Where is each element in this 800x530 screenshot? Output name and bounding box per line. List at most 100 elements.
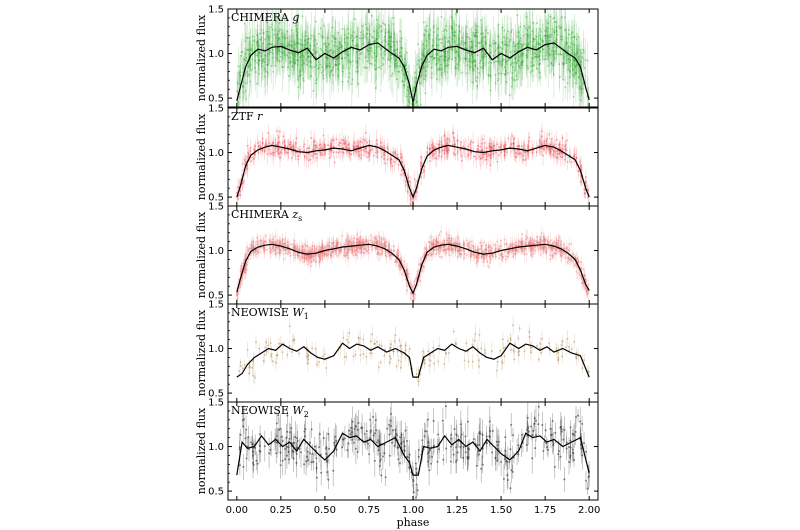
data-point [443, 36, 446, 39]
data-point [446, 148, 449, 151]
data-point [269, 51, 272, 54]
data-point [521, 240, 524, 243]
data-point [428, 148, 431, 151]
data-point [404, 64, 407, 67]
data-point [335, 151, 338, 154]
data-point [559, 38, 562, 41]
data-point [278, 36, 280, 39]
data-point [329, 253, 332, 256]
data-point [515, 156, 518, 159]
data-point [276, 46, 279, 49]
data-point [465, 239, 468, 242]
data-point [306, 38, 309, 41]
data-point [349, 246, 352, 249]
data-point [474, 65, 477, 68]
data-point [281, 31, 284, 34]
data-point [544, 54, 547, 57]
data-point [327, 50, 330, 53]
data-point [501, 26, 504, 29]
data-point [295, 137, 298, 140]
data-point [541, 47, 544, 50]
data-point [482, 153, 485, 156]
data-point [538, 241, 541, 244]
data-point [573, 256, 576, 259]
data-point [425, 247, 427, 250]
data-point [434, 149, 437, 152]
data-point [447, 138, 450, 141]
data-point [548, 34, 551, 36]
data-point [510, 29, 513, 32]
data-point [458, 249, 461, 252]
data-point [487, 250, 490, 253]
data-point [307, 51, 309, 54]
data-point [337, 144, 340, 147]
data-point [455, 24, 458, 27]
data-point [557, 25, 560, 27]
data-point [244, 59, 247, 62]
data-point [370, 62, 373, 65]
data-point [341, 80, 344, 83]
data-point [393, 49, 395, 52]
data-point [362, 37, 365, 39]
data-point [250, 248, 253, 251]
data-point [295, 30, 298, 33]
data-point [417, 43, 420, 46]
data-point [303, 39, 306, 42]
data-point [444, 138, 447, 141]
data-point [500, 64, 503, 67]
data-point [284, 37, 287, 40]
data-point [239, 284, 242, 287]
data-point [305, 157, 308, 160]
data-point [249, 49, 252, 52]
data-point [525, 64, 528, 67]
data-point [484, 53, 487, 56]
data-point [523, 144, 526, 147]
data-point [556, 153, 559, 156]
data-point [346, 54, 349, 57]
data-point [380, 237, 383, 240]
data-point [335, 63, 337, 66]
data-point [319, 153, 322, 156]
data-point [358, 240, 361, 243]
data-point [444, 50, 447, 53]
data-point [550, 61, 553, 64]
data-point [340, 46, 343, 49]
data-point [428, 148, 431, 150]
data-point [529, 240, 532, 242]
data-point [247, 53, 250, 56]
data-point [485, 152, 488, 155]
data-point [277, 136, 280, 139]
data-point [297, 42, 300, 44]
data-point [428, 241, 431, 243]
data-point [475, 157, 478, 160]
data-point [371, 56, 374, 59]
data-point [334, 64, 337, 67]
data-point [553, 51, 556, 54]
data-point [500, 46, 502, 49]
data-point [303, 46, 306, 49]
data-point [494, 249, 497, 252]
data-point [575, 64, 578, 67]
data-point [390, 35, 392, 38]
data-point [291, 145, 293, 148]
data-point [566, 256, 569, 259]
data-point [563, 158, 566, 161]
data-point [542, 40, 545, 43]
data-point [275, 50, 278, 53]
data-point [346, 54, 349, 57]
data-point [470, 244, 473, 247]
data-point [336, 243, 339, 246]
data-point [251, 35, 254, 38]
data-point [325, 57, 328, 59]
data-point [415, 76, 417, 79]
data-point [305, 31, 307, 34]
data-point [437, 38, 440, 41]
data-point [562, 78, 565, 81]
data-point [265, 30, 268, 33]
data-point [475, 80, 478, 83]
data-point [330, 70, 333, 73]
data-point [359, 140, 362, 143]
data-point [375, 45, 378, 48]
data-point [399, 156, 402, 159]
data-point [512, 143, 515, 146]
